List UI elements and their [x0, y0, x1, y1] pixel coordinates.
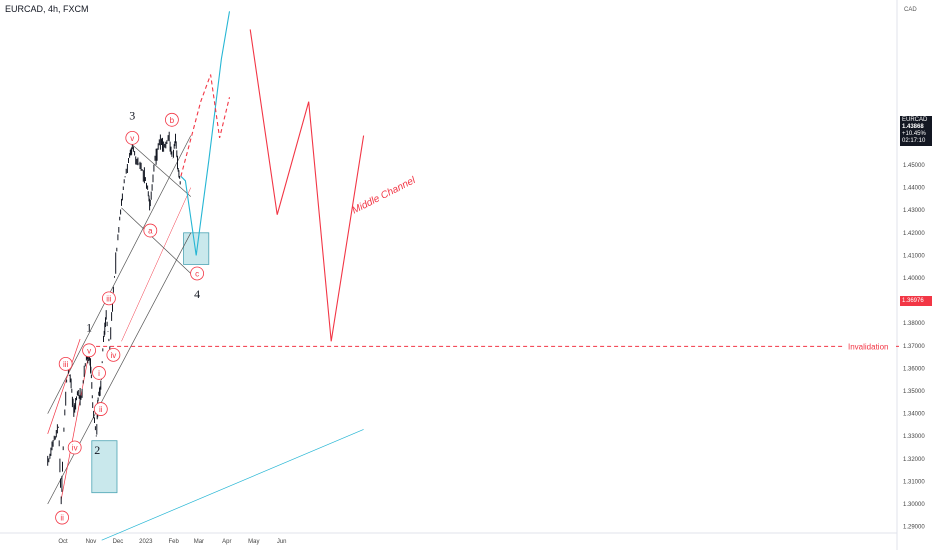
wave-label-circle — [143, 223, 158, 238]
y-tick-label: 1.35000 — [903, 389, 925, 395]
change-percent: +10.45% — [902, 131, 926, 137]
wave-label: iv — [111, 351, 117, 360]
wave-label-circle — [102, 291, 116, 306]
y-tick-label: 1.38000 — [903, 321, 925, 327]
y-tick-label: 1.37000 — [903, 344, 925, 350]
x-tick-label: Oct — [58, 539, 68, 545]
x-tick-label: Apr — [222, 539, 231, 545]
wave-label: 1 — [86, 321, 92, 335]
wave-label: iii — [63, 360, 69, 369]
trend-line — [47, 232, 192, 505]
y-tick-label: 1.36000 — [903, 366, 925, 372]
y-tick-label: 1.29000 — [903, 525, 925, 531]
y-tick-label: 1.42000 — [903, 231, 925, 237]
wave-label: b — [170, 116, 175, 125]
trend-line — [60, 352, 90, 500]
invalidation-price-badge: 1.36976 — [900, 296, 932, 306]
y-tick-label: 1.41000 — [903, 253, 925, 259]
y-tick-label: 1.30000 — [903, 502, 925, 508]
wave-label-circle — [92, 366, 106, 380]
y-tick-label: 1.34000 — [903, 412, 925, 418]
y-tick-label: 1.31000 — [903, 479, 925, 485]
x-tick-label: 2023 — [139, 539, 153, 545]
wave-label-circle — [190, 266, 205, 281]
wave-label: v — [87, 346, 91, 355]
wave-label: 4 — [194, 287, 200, 301]
wave-label-circle — [164, 112, 179, 127]
wave-label: 2 — [94, 443, 100, 457]
trend-line — [47, 338, 81, 435]
x-tick-label: Dec — [113, 539, 124, 545]
wave-label: iii — [106, 294, 112, 303]
wave-label-circle — [106, 347, 121, 362]
trend-line — [132, 144, 192, 197]
last-price: 1.43868 — [902, 124, 924, 130]
projection-path — [249, 29, 365, 342]
x-tick-label: Feb — [169, 539, 180, 545]
wave-label: iv — [72, 444, 78, 453]
trend-line — [101, 429, 364, 541]
last-price-badge: EURCAD 1.43868 +10.45% 02:17:10 — [900, 116, 932, 146]
bar-countdown: 02:17:10 — [902, 138, 926, 144]
symbol-label: EURCAD — [902, 117, 928, 123]
y-tick-label: 1.43000 — [903, 208, 925, 214]
x-tick-label: Jun — [277, 539, 287, 545]
wave-label-circle — [82, 343, 96, 358]
wave-label-circle — [93, 402, 108, 416]
trend-line — [121, 187, 192, 342]
target-zone-box — [183, 232, 210, 265]
currency-label: CAD — [904, 7, 917, 13]
y-tick-label: 1.33000 — [903, 434, 925, 440]
target-zone-box — [91, 440, 118, 494]
middle-channel-label: Middle Channel — [350, 175, 418, 217]
wave-label: a — [148, 227, 153, 236]
wave-label: i — [98, 369, 100, 378]
x-tick-label: Mar — [194, 539, 204, 545]
y-tick-label: 1.44000 — [903, 186, 925, 192]
y-tick-label: 1.32000 — [903, 457, 925, 463]
wave-label: v — [130, 134, 134, 143]
x-tick-label: May — [248, 539, 259, 545]
wave-label: ii — [60, 514, 64, 523]
wave-label-circle — [55, 510, 69, 525]
wave-label: ii — [99, 405, 103, 414]
projection-path — [180, 11, 231, 256]
invalidation-label: Invalidation — [848, 342, 888, 351]
y-tick-label: 1.45000 — [903, 163, 925, 169]
wave-label: c — [195, 269, 199, 278]
x-tick-label: Nov — [86, 539, 97, 545]
wave-label-circle — [58, 356, 73, 371]
wave-label: 3 — [129, 108, 135, 122]
y-tick-label: 1.40000 — [903, 276, 925, 282]
wave-label-circle — [125, 130, 140, 145]
projection-path — [180, 74, 231, 177]
trend-line — [121, 207, 192, 274]
wave-label-circle — [67, 440, 82, 455]
chart-title: EURCAD, 4h, FXCM — [5, 4, 89, 14]
